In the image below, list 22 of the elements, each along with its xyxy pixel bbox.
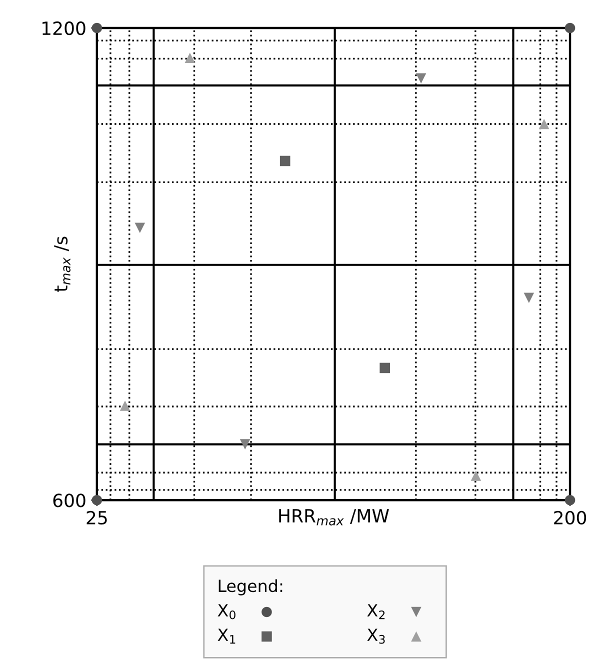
point [470,470,482,481]
legend-label: X$_{1}$ [218,628,236,644]
x-tick-label: 200 [554,510,586,525]
point [184,52,196,64]
point [134,222,146,234]
point [240,439,250,450]
point [280,156,290,166]
point [564,22,576,34]
point [416,73,426,84]
y-tick-label: 600 [53,494,86,508]
point [538,118,550,130]
legend-label: X$_{0}$ [218,604,236,620]
legend-title: Legend: [218,579,282,596]
x-tick-label: 25 [86,510,107,525]
point [120,400,130,411]
point [524,292,534,304]
point [380,362,390,374]
x-axis-title: HRR$_{max}$ /MW [279,509,389,526]
legend-label: X$_{3}$ [367,628,385,644]
legend-label: X$_{2}$ [367,604,385,620]
y-axis-title: t$_{max}$ /s [54,236,70,292]
y-tick-label: 1200 [42,21,86,36]
